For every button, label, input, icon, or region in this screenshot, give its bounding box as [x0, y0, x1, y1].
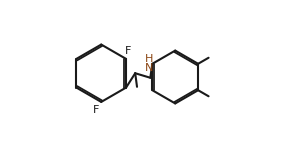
Text: H
N: H N [145, 54, 154, 73]
Text: F: F [93, 105, 99, 115]
Text: F: F [125, 46, 131, 56]
